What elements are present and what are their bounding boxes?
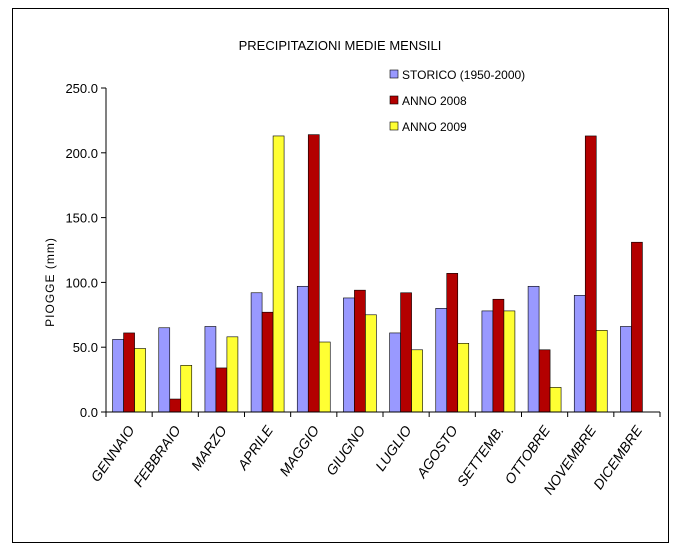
bar-3-4: [272, 135, 285, 413]
bar-1-6: [343, 297, 355, 413]
y-tick-label: 100.0: [65, 275, 98, 290]
bar-2-1: [123, 332, 135, 413]
x-tick-label-4: APRILE: [234, 422, 277, 473]
bar-1-9: [481, 310, 494, 413]
bars-group: [112, 134, 643, 413]
x-tick-label-3: MARZO: [188, 422, 230, 473]
legend: STORICO (1950-2000) ANNO 2008 ANNO 2009: [389, 68, 525, 134]
bar-2-12: [631, 241, 643, 413]
bar-3-2: [180, 365, 193, 413]
x-tick-label-2: FEBBRAIO: [130, 422, 184, 489]
bar-2-11: [584, 135, 597, 413]
legend-label-2: ANNO 2008: [402, 94, 467, 108]
bar-2-10: [538, 349, 551, 413]
legend-swatch-3: [389, 121, 399, 131]
x-tick-label-6: GIUGNO: [323, 422, 369, 478]
legend-swatch-2: [389, 95, 399, 105]
bar-2-6: [354, 289, 366, 413]
bar-2-5: [307, 134, 320, 413]
legend-label-1: STORICO (1950-2000): [402, 68, 525, 82]
bar-1-5: [296, 285, 309, 413]
bar-1-1: [112, 339, 124, 413]
y-tick-label: 150.0: [65, 211, 98, 226]
bar-1-7: [389, 332, 401, 413]
y-tick-label: 200.0: [65, 146, 98, 161]
bar-2-4: [261, 311, 274, 413]
x-tick-label-10: OTTOBRE: [501, 422, 553, 487]
bar-3-9: [503, 310, 516, 413]
bar-2-3: [215, 367, 228, 413]
y-tick-label: 50.0: [73, 340, 98, 355]
bar-1-2: [158, 327, 171, 413]
y-tick-label: 0.0: [80, 405, 98, 420]
bar-1-11: [573, 295, 586, 413]
legend-swatch-1: [389, 69, 399, 79]
bar-1-8: [435, 308, 448, 413]
x-tick-label-9: SETTEMB.: [454, 423, 507, 490]
bar-2-8: [446, 273, 459, 413]
chart-frame: [12, 8, 669, 543]
bar-3-10: [549, 387, 562, 413]
y-axis-label: PIOGGE (mm): [43, 237, 57, 327]
bar-2-7: [400, 292, 412, 413]
axes-group: 0.0 50.0 100.0 150.0 200.0 250.0 GENNAIOFEBBRA…: [65, 81, 661, 497]
bar-1-12: [620, 326, 632, 413]
x-tick-label-7: LUGLIO: [372, 422, 415, 473]
bar-2-2: [169, 398, 182, 413]
bar-3-8: [457, 343, 470, 413]
bar-2-9: [492, 298, 505, 413]
y-tick-label: 250.0: [65, 81, 98, 96]
legend-label-3: ANNO 2009: [402, 120, 467, 134]
bar-1-10: [527, 285, 540, 413]
bar-3-1: [134, 348, 146, 413]
x-tick-label-5: MAGGIO: [276, 422, 322, 478]
bar-1-3: [204, 326, 217, 413]
bar-3-6: [365, 314, 377, 413]
bar-1-4: [250, 292, 263, 413]
x-tick-label-8: AGOSTO: [413, 422, 461, 481]
bar-3-7: [411, 349, 423, 413]
bar-3-11: [595, 330, 608, 413]
x-tick-label-1: GENNAIO: [87, 422, 137, 484]
chart-title: PRECIPITAZIONI MEDIE MENSILI: [239, 38, 442, 53]
bar-3-5: [318, 341, 331, 413]
bar-3-3: [226, 336, 239, 413]
